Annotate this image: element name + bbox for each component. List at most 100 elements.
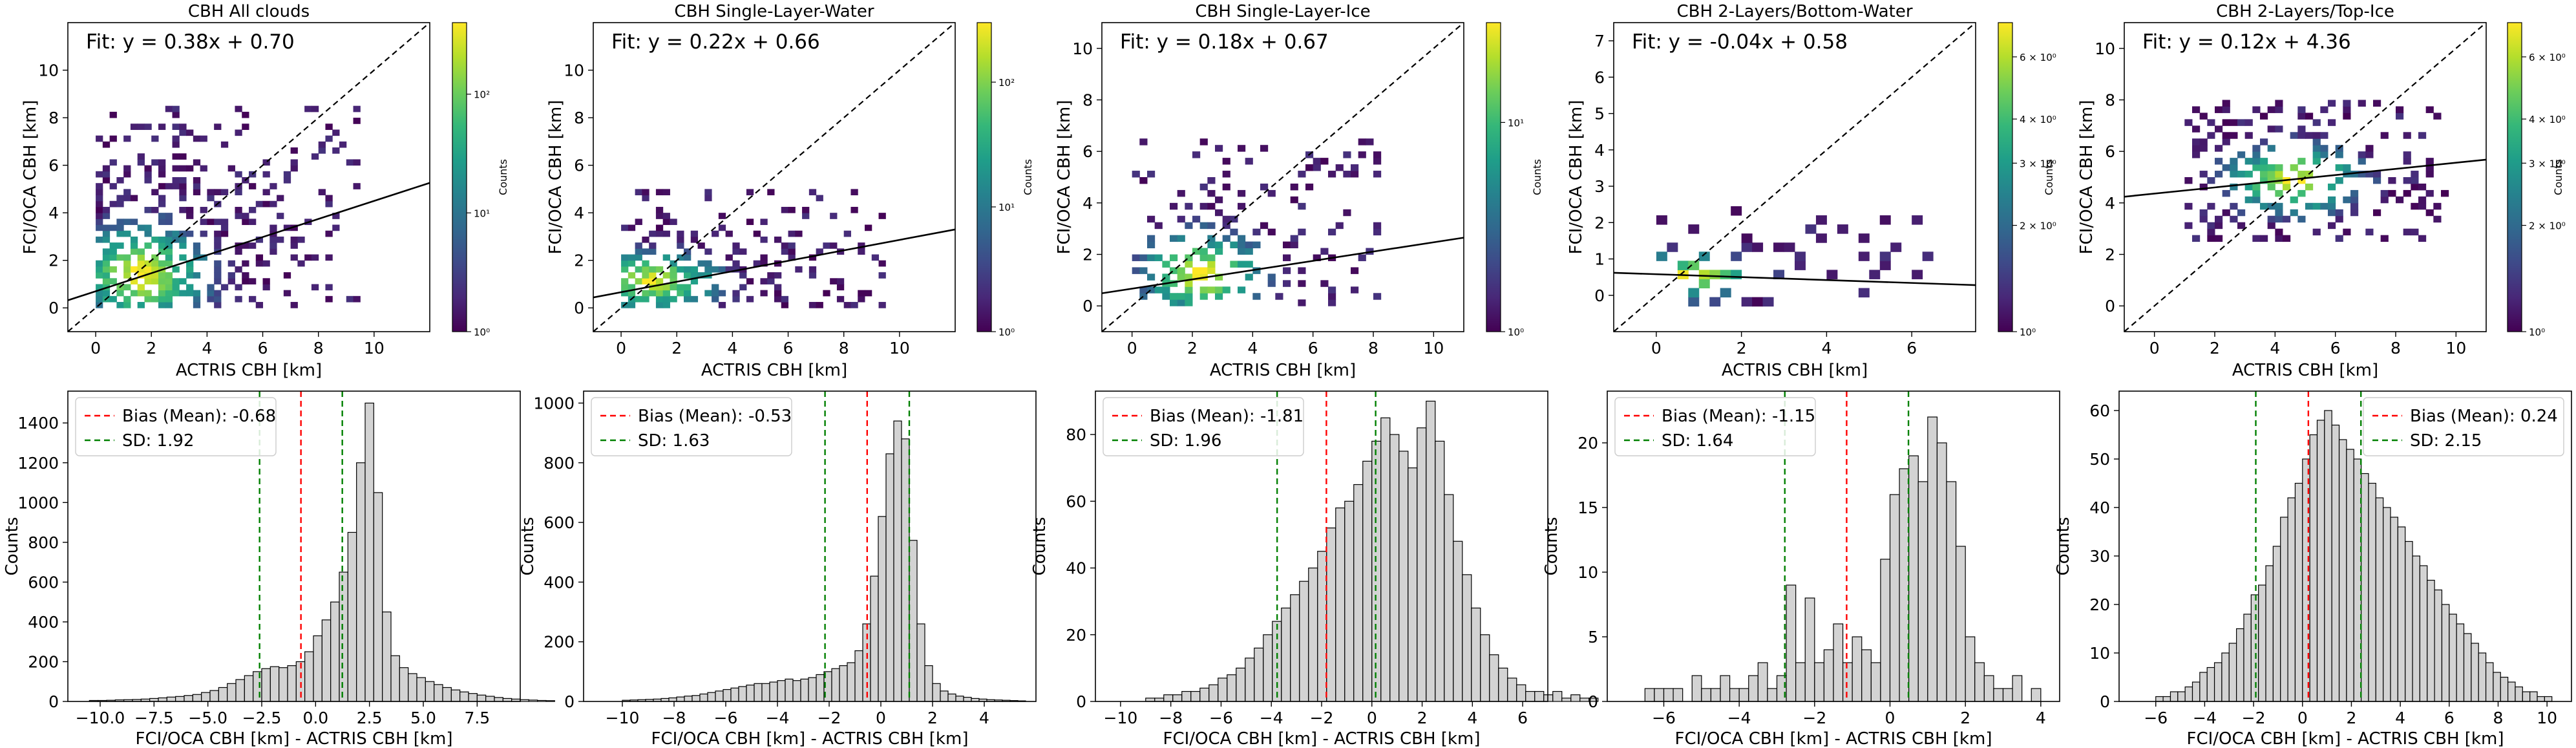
chart-title: CBH All clouds xyxy=(188,2,310,21)
histogram-bar xyxy=(2375,497,2384,702)
histogram-bar xyxy=(1444,494,1454,702)
density-cell xyxy=(628,284,636,291)
histogram-bar xyxy=(2324,410,2332,702)
density-cell xyxy=(1709,270,1721,279)
histogram-bar xyxy=(373,492,383,702)
density-cell xyxy=(1351,267,1359,274)
density-cell xyxy=(677,254,684,261)
density-cell xyxy=(172,111,180,118)
density-cell xyxy=(1260,222,1269,230)
density-cell xyxy=(2244,196,2253,204)
density-cell xyxy=(1351,171,1359,178)
density-cell xyxy=(1199,138,1208,145)
histogram-bar xyxy=(468,693,478,702)
density-cell xyxy=(144,171,152,178)
axes-frame xyxy=(1607,390,2060,702)
density-cell xyxy=(2230,132,2238,139)
y-tick-label: 800 xyxy=(544,454,575,473)
density-cell xyxy=(172,278,180,284)
histogram-bar xyxy=(476,694,487,702)
density-cell xyxy=(2297,112,2306,120)
density-cell xyxy=(1358,138,1366,145)
histogram-bar xyxy=(408,673,417,702)
density-cell xyxy=(746,278,754,284)
y-tick-label: 80 xyxy=(1066,425,1086,444)
density-cell xyxy=(1351,164,1359,171)
histogram-bar xyxy=(1795,662,1806,702)
density-cell xyxy=(1366,138,1374,145)
y-tick-label: 200 xyxy=(544,633,575,652)
density-cell xyxy=(242,278,249,284)
density-cell xyxy=(843,230,851,237)
density-cell xyxy=(172,266,180,273)
density-cell xyxy=(1139,177,1148,184)
histogram-bar xyxy=(1172,694,1183,702)
density-cell xyxy=(158,242,166,249)
x-tick-label: 6 xyxy=(2330,339,2341,358)
density-cell xyxy=(808,302,817,308)
x-axis-label: FCI/OCA CBH [km] - ACTRIS CBH [km] xyxy=(2187,729,2504,748)
density-cell xyxy=(353,118,361,124)
density-cell xyxy=(214,189,222,196)
y-axis-label: Counts xyxy=(3,517,22,576)
density-cell xyxy=(158,272,166,279)
density-cell xyxy=(2290,196,2298,204)
density-cell xyxy=(290,236,298,243)
y-tick-label: 30 xyxy=(2089,547,2110,566)
density-cell xyxy=(1688,261,1700,270)
axes-frame xyxy=(67,22,430,332)
density-cell xyxy=(255,200,264,208)
density-cell xyxy=(1328,171,1336,178)
density-cell xyxy=(808,266,817,273)
histogram-bar xyxy=(244,675,254,702)
density-cell xyxy=(165,254,173,261)
density-cell xyxy=(227,165,235,172)
density-cell xyxy=(1837,224,1848,234)
density-cell xyxy=(628,272,636,279)
density-cell xyxy=(2350,202,2359,210)
heatmap-panel-4: 0 2 4 6 0 1 2 3 4 5 6 7 CBH 2-Layers/Bottom-Water ACT… xyxy=(1567,2,2056,380)
density-cell xyxy=(781,302,789,308)
density-cell xyxy=(137,260,145,267)
y-tick-label: 0 xyxy=(574,299,584,317)
density-cell xyxy=(1207,267,1216,274)
density-cell xyxy=(2328,209,2336,217)
density-cell xyxy=(655,284,664,291)
density-cell xyxy=(677,230,684,237)
density-cell xyxy=(718,290,726,297)
density-cell xyxy=(2411,228,2419,236)
density-cell xyxy=(339,141,347,148)
density-cell xyxy=(102,171,111,178)
histogram-bar xyxy=(1729,688,1740,702)
density-cell xyxy=(2312,132,2321,139)
density-cell xyxy=(621,278,629,284)
density-cell xyxy=(2418,132,2427,139)
y-tick-label: 15 xyxy=(1578,498,1598,517)
x-tick-label: 7.5 xyxy=(464,709,490,727)
histogram-bar xyxy=(485,696,495,702)
x-axis-label: ACTRIS CBH [km] xyxy=(1722,361,1868,380)
histogram-bar xyxy=(1710,688,1721,702)
density-cell xyxy=(655,224,664,231)
legend-bias-label: Bias (Mean): -0.53 xyxy=(638,407,792,426)
density-cell xyxy=(1207,202,1216,210)
density-cell xyxy=(165,242,173,249)
density-cell xyxy=(262,159,270,166)
density-cell xyxy=(137,159,145,166)
density-cell xyxy=(865,224,872,231)
density-cell xyxy=(662,254,670,261)
density-cell xyxy=(318,189,326,196)
density-cell xyxy=(2305,202,2314,210)
histogram-bar xyxy=(364,402,374,702)
density-cell xyxy=(684,290,692,297)
density-cell xyxy=(144,242,152,249)
density-cell xyxy=(2252,151,2261,158)
histogram-bar xyxy=(1335,508,1346,702)
histogram-panel-1: −10.0 −7.5 −5.0 −2.5 0.0 2.5 5.0 7.5 0 200 400 600 8… xyxy=(3,390,555,748)
density-cell xyxy=(1199,202,1208,210)
x-tick-label: 4 xyxy=(2395,709,2405,727)
density-cell xyxy=(172,105,180,112)
density-cell xyxy=(137,284,145,291)
density-cell xyxy=(774,272,782,279)
density-cell xyxy=(116,224,124,231)
